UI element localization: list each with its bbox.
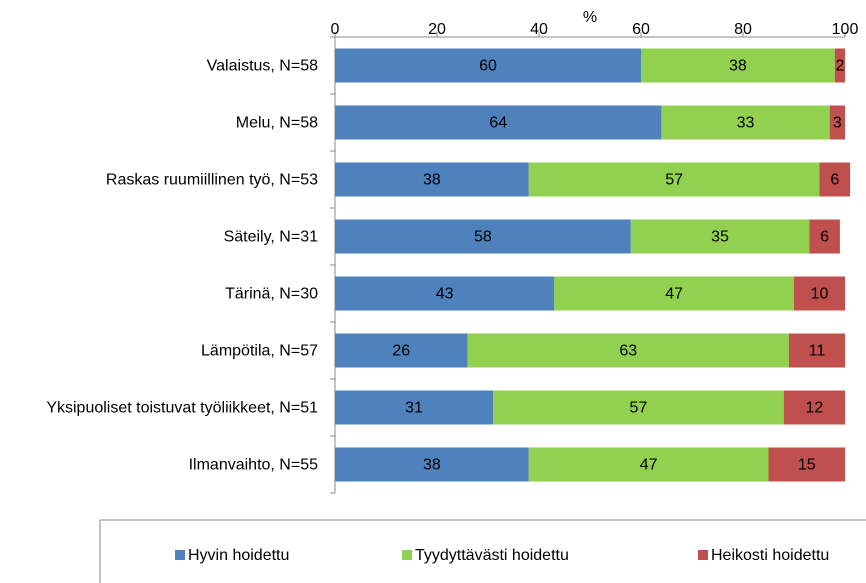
data-label: 60	[479, 58, 497, 75]
x-axis-label: %	[583, 9, 597, 26]
legend-label: Tyydyttävästi hoidettu	[415, 547, 569, 564]
bar-segment	[335, 48, 641, 83]
bar-segment	[554, 276, 794, 311]
legend-label: Hyvin hoidettu	[188, 547, 289, 564]
bar-segment	[783, 390, 845, 425]
data-label: 57	[630, 400, 648, 417]
data-label: 26	[392, 343, 410, 360]
data-label: 57	[665, 172, 683, 189]
bar-segment	[819, 162, 851, 197]
bar-segment	[788, 333, 845, 368]
data-label: 47	[665, 286, 683, 303]
data-label: 15	[798, 457, 816, 474]
bar-segment	[335, 390, 494, 425]
legend-swatch	[402, 550, 412, 560]
data-label: 58	[474, 229, 492, 246]
bar-segment	[630, 219, 810, 254]
y-tick-label: Valaistus, N=58	[206, 57, 318, 74]
data-label: 31	[405, 400, 423, 417]
y-tick-label: Raskas ruumiillinen työ, N=53	[105, 171, 318, 188]
bar-segment	[493, 390, 784, 425]
bar-segment	[335, 333, 468, 368]
data-label: 2	[835, 58, 844, 75]
bar-segment	[335, 447, 529, 482]
y-tick-label: Melu, N=58	[235, 114, 318, 131]
data-label: 38	[729, 58, 747, 75]
data-label: 38	[423, 457, 441, 474]
legend-label: Heikosti hoidettu	[711, 547, 829, 564]
bar-segment	[528, 162, 820, 197]
legend-swatch	[698, 550, 708, 560]
y-tick-label: Ilmanvaihto, N=55	[188, 456, 318, 473]
data-label: 11	[809, 343, 826, 360]
legend-swatch	[175, 550, 185, 560]
data-label: 33	[737, 115, 755, 132]
data-label: 10	[811, 286, 829, 303]
y-tick-label: Tärinä, N=30	[225, 285, 318, 302]
bar-segment	[335, 105, 662, 140]
data-label: 43	[436, 286, 454, 303]
data-label: 47	[640, 457, 658, 474]
x-tick-label: 20	[428, 21, 446, 38]
data-label: 64	[489, 115, 507, 132]
y-tick-label: Lämpötila, N=57	[201, 342, 318, 359]
data-label: 38	[423, 172, 441, 189]
x-tick-label: 60	[632, 21, 650, 38]
data-label: 63	[619, 343, 637, 360]
y-tick-label: Säteily, N=31	[223, 228, 318, 245]
bar-segment	[829, 105, 845, 140]
legend-box	[99, 519, 866, 583]
x-tick-label: 0	[331, 21, 340, 38]
x-tick-label: 80	[734, 21, 752, 38]
x-tick-label: 100	[832, 21, 859, 38]
bar-segment	[335, 276, 555, 311]
bar-segment	[661, 105, 830, 140]
x-tick-label: 40	[530, 21, 548, 38]
y-tick-label: Yksipuoliset toistuvat työliikkeet, N=51	[46, 399, 318, 416]
bar-segment	[641, 48, 835, 83]
bar-segment	[768, 447, 845, 482]
data-label: 35	[711, 229, 729, 246]
data-label: 6	[830, 172, 839, 189]
data-label: 12	[806, 400, 824, 417]
bar-segment	[335, 219, 631, 254]
bar-segment	[809, 219, 840, 254]
bar-segment	[834, 48, 845, 83]
bar-segment	[467, 333, 789, 368]
bar-segment	[335, 162, 529, 197]
bar-segment	[794, 276, 845, 311]
data-label: 3	[833, 115, 842, 132]
bar-segment	[528, 447, 769, 482]
data-label: 6	[820, 229, 829, 246]
